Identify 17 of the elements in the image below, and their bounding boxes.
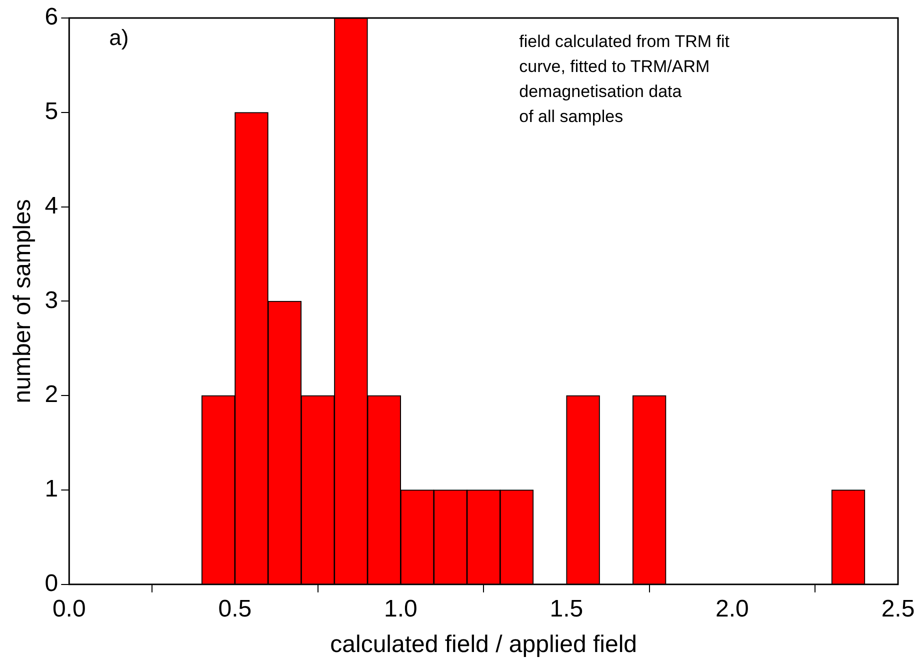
y-tick-label: 4	[44, 192, 58, 220]
annotation: field calculated from TRM fit curve, fitted to TRM/ARM demagnetisation data of all samples	[519, 32, 730, 126]
annotation: a)	[109, 25, 129, 50]
x-tick-label: 2.0	[716, 595, 749, 622]
x-axis-title: calculated field / applied field	[330, 631, 638, 658]
y-tick-label: 0	[44, 570, 58, 598]
x-tick-label: 1.0	[384, 595, 418, 622]
x-tick-label: 0.0	[52, 595, 86, 622]
y-tick-label: 5	[44, 98, 58, 126]
x-tick-label: 1.5	[550, 595, 584, 622]
y-tick-label: 3	[44, 286, 58, 314]
y-tick-label: 6	[44, 4, 58, 31]
y-tick-label: 1	[44, 476, 58, 503]
x-tick-label: 0.5	[218, 595, 252, 622]
x-tick-label: 2.5	[881, 595, 915, 622]
y-axis-title: number of samples	[9, 199, 36, 404]
y-tick-label: 2	[44, 381, 58, 408]
